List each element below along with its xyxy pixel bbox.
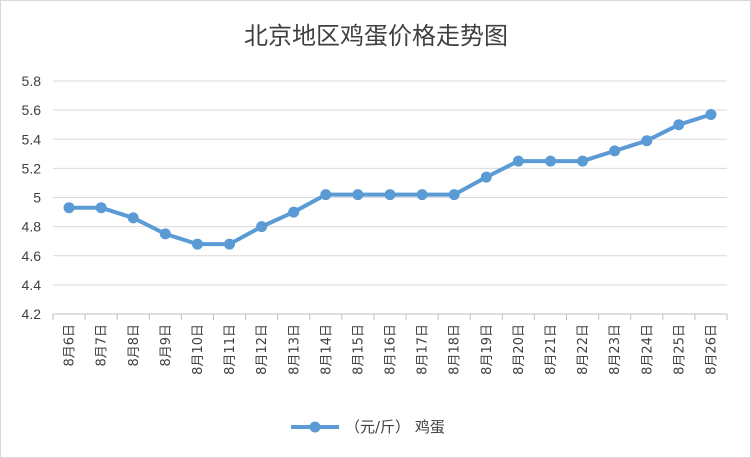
data-point [352,189,364,201]
x-tick-label: 8月26日 [705,324,720,375]
data-point [416,189,428,201]
chart-title: 北京地区鸡蛋价格走势图 [244,22,508,50]
x-tick-label: 8月8日 [127,324,142,367]
x-tick-label: 8月9日 [159,324,174,367]
x-tick-label: 8月11日 [223,324,238,375]
y-tick-label: 5.8 [22,73,42,89]
x-tick-label: 8月18日 [448,324,463,375]
x-tick-label: 8月12日 [255,324,270,375]
x-tick-label: 8月21日 [544,324,559,375]
x-tick-label: 8月20日 [512,324,527,375]
x-tick-label: 8月25日 [672,324,687,375]
y-tick-label: 4.8 [22,219,42,235]
data-point [63,202,75,214]
x-tick-label: 8月13日 [287,324,302,375]
series-layer [63,108,717,250]
x-tick-label: 8月14日 [319,324,334,375]
x-tick-label: 8月23日 [608,324,623,375]
data-point [544,155,556,167]
x-tick-label: 8月6日 [63,324,78,367]
x-tick-label: 8月10日 [191,324,206,375]
legend: （元/斤） 鸡蛋 [291,418,445,436]
data-point [512,155,524,167]
x-tick-label: 8月22日 [576,324,591,375]
data-point [127,212,139,224]
data-point [609,145,621,157]
x-tick-label: 8月19日 [480,324,495,375]
data-point [288,206,300,218]
y-tick-label: 5.6 [22,102,42,118]
x-tick-label: 8月24日 [640,324,655,375]
x-tick-label: 8月17日 [416,324,431,375]
y-tick-label: 4.2 [22,306,42,322]
data-point [705,108,717,120]
legend-label: （元/斤） 鸡蛋 [345,418,445,436]
data-point [320,189,332,201]
data-point [480,171,492,183]
grid-layer [53,80,727,286]
data-point [641,135,653,147]
series-line [67,112,713,247]
y-tick-label: 5.4 [22,131,42,147]
data-point [95,202,107,214]
data-point [673,119,685,131]
data-point [448,189,460,201]
data-point [384,189,396,201]
data-point [577,155,589,167]
data-point [224,238,236,250]
x-tick-label: 8月7日 [95,324,110,367]
y-tick-label: 5 [33,190,41,206]
data-point [159,228,171,240]
y-tick-label: 4.6 [22,248,42,264]
y-tick-label: 5.2 [22,160,42,176]
legend-marker-swatch [309,421,321,433]
data-point [191,238,203,250]
axis-layer: 4.2 4.4 4.6 4.8 5 5.2 5.4 5.6 5.8 8月6日 8月7日 8月8日 8月9… [22,73,728,375]
data-point [256,221,268,233]
x-tick-label: 8月15日 [351,324,366,375]
y-tick-label: 4.4 [22,277,42,293]
x-tick-label: 8月16日 [384,324,399,375]
